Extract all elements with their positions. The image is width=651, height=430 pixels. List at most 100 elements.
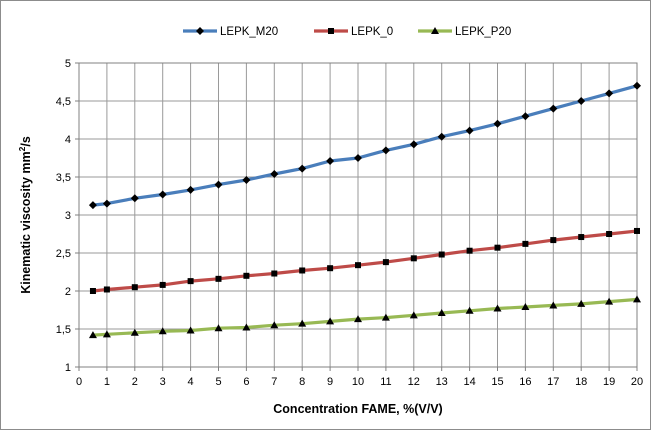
data-point	[242, 323, 251, 331]
y-tick-label: 2	[65, 286, 71, 298]
data-point	[270, 169, 279, 178]
data-point	[577, 97, 586, 105]
data-point	[187, 278, 194, 285]
data-point	[242, 176, 251, 185]
series-lepk-p20	[88, 295, 641, 339]
data-point	[522, 240, 529, 247]
data-point	[158, 327, 167, 335]
x-tick-label: 13	[436, 376, 448, 388]
data-point	[159, 281, 166, 288]
series-lepk-0	[89, 227, 640, 294]
y-tick-label: 2,5	[56, 248, 71, 260]
data-point	[186, 185, 195, 194]
data-point	[186, 326, 195, 334]
data-point	[243, 272, 250, 279]
data-point	[633, 81, 641, 90]
data-point	[410, 255, 417, 262]
x-tick-label: 18	[575, 376, 587, 388]
y-axis-title-main: Kinematic viscosity mm	[19, 151, 33, 293]
data-point	[354, 154, 362, 162]
x-tick-label: 15	[491, 376, 503, 388]
data-point	[270, 321, 279, 329]
data-point	[549, 301, 558, 309]
data-point	[88, 201, 97, 210]
data-point	[521, 112, 530, 121]
data-point	[494, 244, 501, 251]
x-tick-label: 0	[76, 376, 82, 388]
data-point	[633, 295, 641, 303]
x-tick-label: 17	[547, 376, 559, 388]
data-point	[493, 119, 502, 128]
series-lepk-m20	[88, 81, 641, 210]
data-point	[605, 89, 614, 98]
data-point	[354, 315, 362, 323]
legend-marker	[328, 28, 334, 34]
legend-entry: LEPK_M20	[183, 26, 278, 38]
data-point	[214, 180, 223, 189]
data-point	[158, 190, 167, 199]
legend-marker	[431, 27, 439, 34]
data-point	[437, 132, 446, 141]
legend-label: LEPK_0	[351, 26, 393, 38]
data-point	[577, 299, 586, 307]
data-point	[326, 157, 335, 166]
data-point	[355, 262, 361, 269]
data-point	[606, 231, 613, 237]
data-point	[578, 234, 585, 241]
x-tick-label: 14	[463, 376, 475, 388]
y-axis-title-superscript: 2	[17, 146, 27, 151]
data-point	[299, 267, 306, 274]
legend-label: LEPK_P20	[455, 26, 511, 38]
y-axis-title: Kinematic viscosity mm2/s	[17, 136, 33, 294]
data-point	[437, 309, 446, 317]
x-tick-label: 2	[132, 376, 138, 388]
y-tick-label: 4,5	[56, 96, 71, 108]
data-point	[465, 306, 474, 314]
series-line	[92, 297, 638, 337]
x-tick-label: 9	[327, 376, 333, 388]
data-point	[89, 288, 96, 294]
legend-marker	[196, 27, 204, 35]
data-point	[381, 313, 390, 321]
data-point	[409, 140, 418, 149]
y-axis-ticks: 1 1,5 2 2,5 3 3,5 4 4,5 5	[56, 58, 79, 374]
data-point	[466, 247, 473, 254]
y-tick-label: 1	[65, 362, 71, 374]
y-tick-label: 1,5	[56, 324, 71, 336]
data-point	[634, 227, 640, 234]
data-point	[271, 270, 278, 277]
data-point	[102, 330, 111, 338]
y-tick-label: 5	[65, 58, 71, 70]
x-tick-label: 6	[243, 376, 249, 388]
legend: LEPK_M20 LEPK_0 LEPK_P20	[183, 26, 511, 38]
x-tick-label: 8	[299, 376, 305, 388]
data-point	[549, 104, 558, 113]
data-point	[298, 319, 307, 327]
data-point	[214, 324, 223, 332]
x-tick-label: 3	[160, 376, 166, 388]
data-point	[605, 297, 614, 305]
x-tick-label: 4	[188, 376, 194, 388]
data-point	[130, 328, 139, 336]
x-tick-label: 19	[603, 376, 615, 388]
x-tick-label: 16	[519, 376, 531, 388]
x-tick-label: 11	[380, 376, 391, 388]
x-tick-label: 5	[215, 376, 221, 388]
data-point	[493, 304, 502, 312]
legend-entry: LEPK_0	[314, 26, 393, 38]
data-point	[521, 302, 530, 310]
data-point	[381, 146, 390, 155]
data-point	[215, 275, 222, 282]
data-point	[465, 126, 474, 135]
data-point	[326, 317, 335, 325]
data-point	[131, 284, 138, 291]
y-tick-label: 4	[65, 134, 71, 146]
data-point	[103, 286, 110, 293]
data-point	[550, 237, 557, 244]
x-axis-ticks: 0 1 2 3 4 5 6 7 8 9 10 11 12 13 14 15 16 17 18 19 20	[76, 367, 643, 388]
x-tick-label: 20	[631, 376, 643, 388]
data-point	[327, 265, 334, 272]
x-tick-label: 7	[271, 376, 277, 388]
x-tick-label: 12	[408, 376, 420, 388]
